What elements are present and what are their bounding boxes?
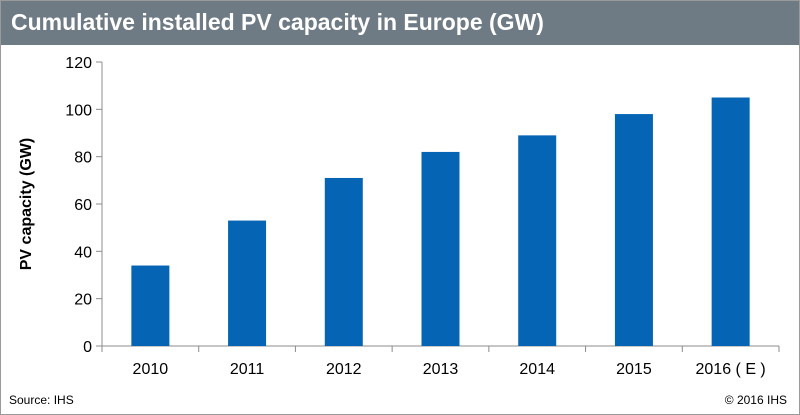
y-tick-label: 0 xyxy=(83,339,92,356)
bar xyxy=(518,135,557,346)
bar xyxy=(614,114,653,346)
source-note: Source: IHS xyxy=(9,393,74,407)
x-tick-label: 2013 xyxy=(423,361,459,378)
bar xyxy=(711,97,750,346)
bar xyxy=(131,265,170,346)
y-tick-label: 40 xyxy=(74,244,92,261)
x-tick-label: 2012 xyxy=(326,361,362,378)
x-tick-label: 2014 xyxy=(519,361,555,378)
x-tick-label: 2010 xyxy=(133,361,169,378)
bar xyxy=(421,151,460,346)
chart-title: Cumulative installed PV capacity in Euro… xyxy=(11,9,544,35)
x-tick-label: 2015 xyxy=(616,361,652,378)
y-tick-label: 100 xyxy=(65,102,92,119)
y-tick-label: 60 xyxy=(74,197,92,214)
y-axis-title: PV capacity (GW) xyxy=(18,138,35,270)
copyright-note: © 2016 IHS xyxy=(724,393,787,407)
bar xyxy=(228,220,267,346)
title-bar: Cumulative installed PV capacity in Euro… xyxy=(1,1,799,45)
y-tick-label: 20 xyxy=(74,292,92,309)
bar xyxy=(324,177,363,346)
x-tick-label: 2011 xyxy=(230,361,265,378)
x-tick-label: 2016 ( E ) xyxy=(696,361,766,378)
y-tick-label: 120 xyxy=(65,55,92,72)
y-tick-label: 80 xyxy=(74,150,92,167)
